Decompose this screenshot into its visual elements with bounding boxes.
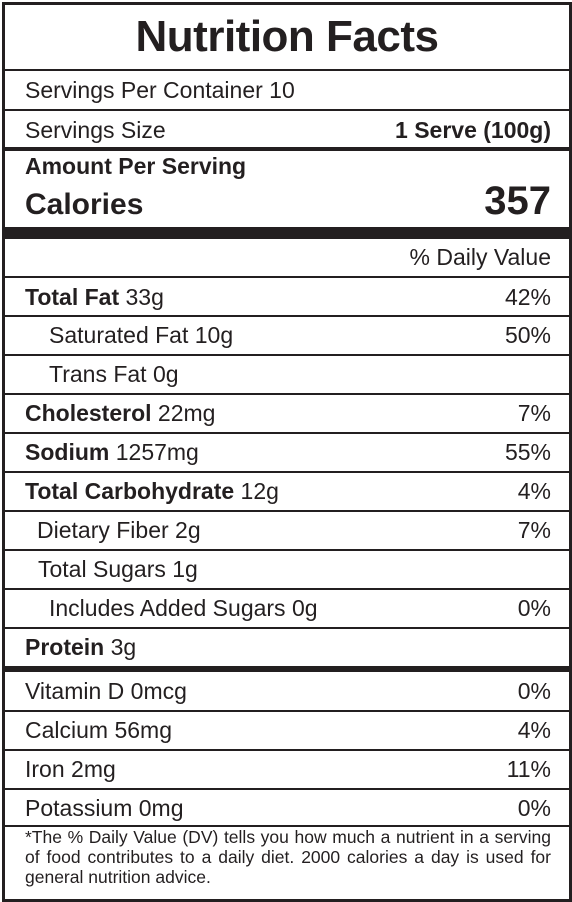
vitamin-dv: 0% [517,678,551,704]
nutrient-amount: 1257mg [115,439,199,465]
vitamin-amount: 2mg [71,756,116,782]
vitamin-dv: 11% [506,756,551,782]
nutrient-dv: 42% [504,284,551,310]
nutrient-name: Includes Added Sugars [49,595,286,621]
vitamin-name: Iron [25,756,65,782]
nutrient-row-sodium: Sodium 1257mg 55% [25,433,551,471]
vitamin-row-vitamin-d: Vitamin D 0mcg 0% [25,672,551,710]
divider [5,69,569,71]
nutrient-name: Total Sugars [38,556,166,582]
servings-per-container: Servings Per Container 10 [25,77,295,103]
divider [5,710,569,712]
divider [5,588,569,590]
nutrient-amount: 0g [152,361,179,387]
nutrient-name: Total Fat [25,284,120,310]
calories-label: Calories [25,188,144,221]
divider [5,276,569,278]
nutrient-amount: 0g [291,595,318,621]
vitamin-dv: 4% [517,717,551,743]
vitamin-row-calcium: Calcium 56mg 4% [25,711,551,749]
vitamin-row-iron: Iron 2mg 11% [25,750,551,788]
vitamin-dv: 0% [517,795,551,821]
divider [5,749,569,751]
nutrient-name: Saturated Fat [49,322,189,348]
nutrient-dv: 50% [504,322,551,348]
vitamin-name: Vitamin D [25,678,125,704]
nutrient-dv: 4% [517,478,551,504]
daily-value-header: % Daily Value [409,244,551,270]
divider [5,227,569,239]
divider [5,471,569,473]
divider [5,627,569,629]
daily-value-header-row: % Daily Value [25,238,551,276]
nutrient-name: Trans Fat [49,361,147,387]
nutrient-amount: 33g [125,284,164,310]
vitamin-name: Potassium [25,795,133,821]
divider [5,354,569,356]
serving-size-label: Servings Size [25,117,166,143]
nutrient-row-trans-fat: Trans Fat 0g [49,355,551,393]
vitamin-amount: 0mg [138,795,184,821]
nutrient-dv: 7% [517,400,551,426]
nutrient-name: Total Carbohydrate [25,478,235,504]
nutrient-amount: 1g [172,556,198,582]
divider [5,109,569,111]
nutrient-dv: 0% [517,595,551,621]
nutrient-row-protein: Protein 3g [25,628,551,666]
calories-value: 357 [484,179,551,223]
serving-size-row: Servings Size 1 Serve (100g) [25,111,551,149]
divider [5,315,569,317]
divider [5,549,569,551]
vitamin-amount: 0mcg [130,678,187,704]
nutrient-row-total-sugars: Total Sugars 1g [38,550,551,588]
divider [5,432,569,434]
divider [5,666,569,672]
nutrient-amount: 2g [175,517,201,543]
nutrient-amount: 3g [110,634,137,660]
nutrient-name: Sodium [25,439,110,465]
panel-title: Nutrition Facts [135,12,439,61]
nutrient-amount: 12g [240,478,279,504]
nutrient-row-saturated-fat: Saturated Fat 10g 50% [49,316,551,354]
vitamin-name: Calcium [25,717,109,743]
nutrient-row-total-carbohydrate: Total Carbohydrate 12g 4% [25,472,551,510]
divider [5,510,569,512]
divider [5,393,569,395]
divider [5,788,569,790]
nutrient-name: Dietary Fiber [37,517,169,543]
vitamin-row-potassium: Potassium 0mg 0% [25,789,551,827]
nutrient-name: Protein [25,634,105,660]
nutrient-name: Cholesterol [25,400,152,426]
nutrient-row-cholesterol: Cholesterol 22mg 7% [25,394,551,432]
nutrient-row-added-sugars: Includes Added Sugars 0g 0% [49,589,551,627]
nutrient-row-total-fat: Total Fat 33g 42% [25,278,551,316]
nutrient-dv: 7% [517,517,551,543]
serving-size-value: 1 Serve (100g) [395,117,551,143]
nutrient-dv: 55% [504,439,551,465]
nutrient-amount: 22mg [157,400,216,426]
divider [5,147,569,151]
vitamin-amount: 56mg [114,717,173,743]
footnote: *The % Daily Value (DV) tells you how mu… [25,827,551,887]
divider [5,825,569,827]
nutrient-row-dietary-fiber: Dietary Fiber 2g 7% [37,511,551,549]
amount-per-serving-label: Amount Per Serving [25,153,247,179]
nutrient-amount: 10g [194,322,234,348]
